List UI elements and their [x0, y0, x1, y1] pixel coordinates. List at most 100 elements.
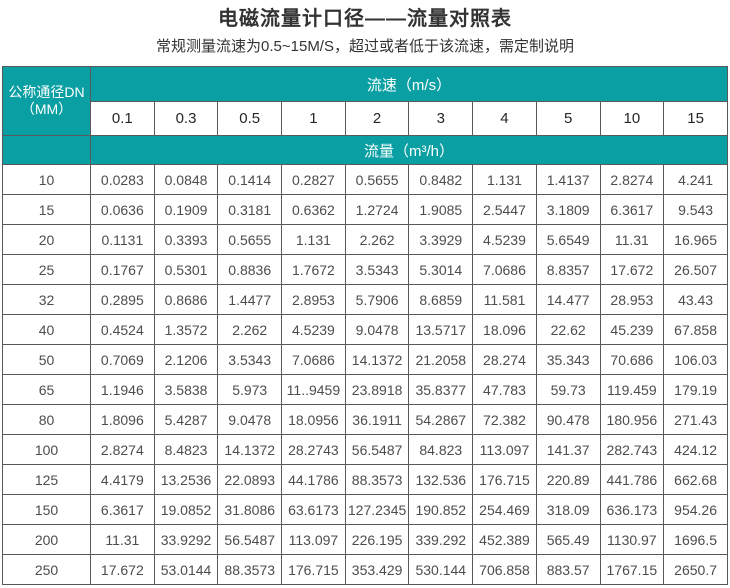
flow-value-cell: 13.2536 — [153, 464, 219, 495]
flow-value-cell: 113.097 — [472, 434, 537, 465]
dn-cell: 100 — [2, 434, 91, 465]
flow-value-cell: 565.49 — [535, 524, 601, 555]
flow-value-cell: 2.262 — [344, 224, 410, 255]
flow-value-cell: 0.0848 — [153, 164, 219, 195]
table-row: 32 0.2895 0.8686 1.4477 2.8953 5.7906 8.6859 11… — [2, 284, 728, 315]
dn-cell: 15 — [2, 194, 91, 225]
flow-value-cell: 36.1911 — [344, 404, 410, 435]
flow-value-cell: 21.2058 — [408, 344, 474, 375]
flow-value-cell: 452.389 — [472, 524, 537, 555]
flow-value-cell: 16.965 — [663, 224, 728, 255]
table-row: 250 17.672 53.0144 88.3573 176.715 353.429 530… — [2, 554, 728, 585]
velocity-values-row: 0.1 0.3 0.5 1 2 3 4 5 10 15 — [3, 101, 728, 136]
flow-value-cell: 70.686 — [599, 344, 665, 375]
flow-value-cell: 11.581 — [472, 284, 537, 315]
flow-value-cell: 180.956 — [599, 404, 665, 435]
table-row: 125 4.4179 13.2536 22.0893 44.1786 88.3573 132… — [2, 464, 728, 495]
table-row: 150 6.3617 19.0852 31.8086 63.6173 127.2345 19… — [2, 494, 728, 525]
flow-value-cell: 0.1909 — [153, 194, 219, 225]
flow-value-cell: 14.1372 — [217, 434, 283, 465]
flow-value-cell: 8.4823 — [153, 434, 219, 465]
flow-value-cell: 176.715 — [472, 464, 537, 495]
flow-value-cell: 5.7906 — [344, 284, 410, 315]
flow-value-cell: 23.8918 — [344, 374, 410, 405]
flow-value-cell: 0.0636 — [90, 194, 155, 225]
flow-value-cell: 11.31 — [90, 524, 155, 555]
flow-value-cell: 318.09 — [535, 494, 601, 525]
flow-value-cell: 9.543 — [663, 194, 728, 225]
flow-value-cell: 59.73 — [535, 374, 601, 405]
flow-value-cell: 0.6362 — [281, 194, 346, 225]
flow-value-cell: 0.1414 — [217, 164, 283, 195]
table-row: 65 1.1946 3.5838 5.973 11..9459 23.8918 35.837… — [2, 374, 728, 405]
flow-value-cell: 7.0686 — [281, 344, 346, 375]
flow-value-cell: 35.8377 — [408, 374, 474, 405]
flow-value-cell: 4.4179 — [90, 464, 155, 495]
flow-value-cell: 11.31 — [599, 224, 665, 255]
dn-cell: 200 — [2, 524, 91, 555]
flow-value-cell: 1.7672 — [281, 254, 346, 285]
flow-value-cell: 6.3617 — [90, 494, 155, 525]
corner-header-cell: 公称通径DN （MM） — [2, 66, 91, 136]
flow-value-cell: 1.131 — [472, 164, 537, 195]
corner-header-line1: 公称通径DN — [8, 84, 85, 100]
flow-value-cell: 88.3573 — [217, 554, 283, 585]
flow-value-cell: 1696.5 — [663, 524, 728, 555]
flow-value-cell: 132.536 — [408, 464, 474, 495]
flow-value-cell: 17.672 — [599, 254, 665, 285]
flow-value-cell: 1.3572 — [153, 314, 219, 345]
flow-value-cell: 3.3929 — [408, 224, 474, 255]
flow-value-cell: 28.274 — [472, 344, 537, 375]
flow-value-cell: 14.1372 — [344, 344, 410, 375]
table-row: 25 0.1767 0.5301 0.8836 1.7672 3.5343 5.3014 7.… — [2, 254, 728, 285]
flow-value-cell: 0.8482 — [408, 164, 474, 195]
table-row: 20 0.1131 0.3393 0.5655 1.131 2.262 3.3929 4.52… — [2, 224, 728, 255]
flow-value-cell: 1.9085 — [408, 194, 474, 225]
flow-value-cell: 3.1809 — [535, 194, 601, 225]
flow-value-cell: 18.096 — [472, 314, 537, 345]
flow-value-cell: 706.858 — [472, 554, 537, 585]
flow-value-cell: 353.429 — [344, 554, 410, 585]
flow-value-cell: 6.3617 — [599, 194, 665, 225]
flow-value-cell: 0.5655 — [217, 224, 283, 255]
flow-value-cell: 441.786 — [599, 464, 665, 495]
velocity-value-cell: 1 — [281, 101, 346, 136]
velocity-value-cell: 0.5 — [217, 101, 283, 136]
flow-value-cell: 28.2743 — [281, 434, 346, 465]
flow-value-cell: 9.0478 — [344, 314, 410, 345]
flow-value-cell: 113.097 — [281, 524, 346, 555]
flow-value-cell: 662.68 — [663, 464, 728, 495]
flow-value-cell: 72.382 — [472, 404, 537, 435]
flow-value-cell: 190.852 — [408, 494, 474, 525]
flow-value-cell: 0.8686 — [153, 284, 219, 315]
flow-value-cell: 35.343 — [535, 344, 601, 375]
flow-value-cell: 54.2867 — [408, 404, 474, 435]
page-title: 电磁流量计口径——流量对照表 — [218, 8, 512, 30]
flow-value-cell: 56.5487 — [344, 434, 410, 465]
dn-cell: 150 — [2, 494, 91, 525]
table-row: 15 0.0636 0.1909 0.3181 0.6362 1.2724 1.9085 2.… — [2, 194, 728, 225]
flow-value-cell: 0.7069 — [90, 344, 155, 375]
flow-header-empty-cell — [2, 135, 91, 165]
table-row: 100 2.8274 8.4823 14.1372 28.2743 56.5487 84.8… — [2, 434, 728, 465]
flow-value-cell: 2.8274 — [599, 164, 665, 195]
velocity-value-cell: 0.1 — [90, 101, 155, 136]
dn-cell: 25 — [2, 254, 91, 285]
flow-value-cell: 119.459 — [599, 374, 665, 405]
flow-value-cell: 5.4287 — [153, 404, 219, 435]
flow-value-cell: 63.6173 — [281, 494, 346, 525]
flow-value-cell: 44.1786 — [281, 464, 346, 495]
flow-value-cell: 0.4524 — [90, 314, 155, 345]
flow-value-cell: 176.715 — [281, 554, 346, 585]
flow-value-cell: 2.1206 — [153, 344, 219, 375]
dn-cell: 20 — [2, 224, 91, 255]
flow-value-cell: 1.8096 — [90, 404, 155, 435]
flow-value-cell: 17.672 — [90, 554, 155, 585]
flow-value-cell: 1.131 — [281, 224, 346, 255]
flow-value-cell: 282.743 — [599, 434, 665, 465]
dn-cell: 80 — [2, 404, 91, 435]
flow-value-cell: 4.5239 — [472, 224, 537, 255]
flow-value-cell: 5.973 — [217, 374, 283, 405]
flow-value-cell: 220.89 — [535, 464, 601, 495]
